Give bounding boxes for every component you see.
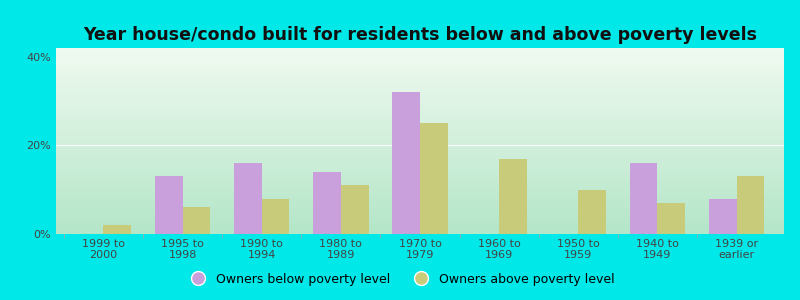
Bar [578, 190, 606, 234]
Title: Year house/condo built for residents below and above poverty levels: Year house/condo built for residents bel… [83, 26, 757, 44]
Bar [182, 207, 210, 234]
Bar [392, 92, 420, 234]
Bar [658, 203, 685, 234]
Legend: Owners below poverty level, Owners above poverty level: Owners below poverty level, Owners above… [181, 268, 619, 291]
Bar [737, 176, 764, 234]
Bar [103, 225, 131, 234]
Bar [630, 163, 658, 234]
Bar [341, 185, 369, 234]
Bar [499, 159, 527, 234]
Bar [262, 199, 290, 234]
Bar [709, 199, 737, 234]
Bar [420, 123, 448, 234]
Bar [313, 172, 341, 234]
Bar [155, 176, 182, 234]
Bar [234, 163, 262, 234]
